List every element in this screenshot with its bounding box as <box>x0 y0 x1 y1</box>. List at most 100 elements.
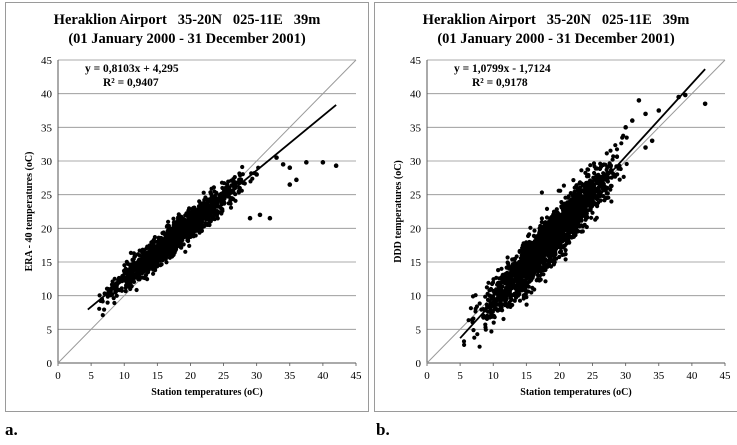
data-point <box>150 239 156 244</box>
data-point <box>559 200 564 205</box>
data-point <box>551 262 556 267</box>
data-point <box>247 215 253 221</box>
data-point <box>601 194 606 199</box>
chart-title-line2: (01 January 2000 - 31 December 2001) <box>68 31 306 47</box>
data-point <box>209 210 214 215</box>
data-point <box>597 166 602 171</box>
regression-equation: y = 1,0799x - 1,7124 <box>454 63 551 75</box>
r-squared-label: R² = 0,9178 <box>472 77 528 89</box>
data-point <box>550 258 556 263</box>
data-point <box>629 118 635 123</box>
data-point <box>596 200 601 205</box>
data-point <box>133 275 138 280</box>
data-point <box>563 195 568 200</box>
data-point <box>534 258 539 263</box>
data-point <box>183 249 188 254</box>
data-point <box>470 294 476 299</box>
data-point <box>531 264 537 269</box>
data-point <box>560 232 566 238</box>
data-point <box>111 296 116 301</box>
data-point <box>517 291 522 297</box>
data-point <box>143 267 148 272</box>
data-point <box>539 272 544 277</box>
data-point <box>570 199 575 204</box>
data-point <box>499 274 505 279</box>
data-point <box>204 214 209 219</box>
data-point <box>558 249 563 254</box>
data-point <box>614 147 620 152</box>
data-point <box>134 287 139 293</box>
data-point <box>615 172 620 177</box>
data-point <box>524 302 529 307</box>
data-point <box>549 227 554 232</box>
data-point <box>584 224 589 230</box>
data-point <box>579 229 584 234</box>
data-point <box>121 274 126 279</box>
y-tick-label: 45 <box>410 55 422 67</box>
y-axis-label: DDD temperatures (oC) <box>393 160 404 263</box>
data-point <box>212 189 217 194</box>
data-point <box>605 170 610 175</box>
data-point <box>212 193 218 199</box>
data-point <box>488 309 493 314</box>
data-point <box>166 251 171 256</box>
data-point <box>173 221 178 226</box>
data-point <box>152 235 157 240</box>
y-tick-label: 30 <box>41 156 53 168</box>
data-points <box>97 155 339 318</box>
data-point <box>462 342 467 347</box>
data-point <box>586 167 591 172</box>
data-point <box>156 259 161 264</box>
data-point <box>486 280 491 285</box>
y-tick-label: 40 <box>410 89 422 101</box>
data-point <box>171 216 176 221</box>
data-point <box>170 254 175 259</box>
data-point <box>517 298 523 303</box>
data-point <box>559 215 564 220</box>
data-point <box>509 297 514 302</box>
data-point <box>624 135 629 140</box>
data-point <box>564 241 569 246</box>
data-point <box>542 262 547 267</box>
data-point <box>220 207 225 212</box>
data-point <box>514 283 519 288</box>
data-point <box>504 297 509 302</box>
data-point <box>160 231 165 236</box>
data-point <box>196 209 201 214</box>
data-point <box>539 190 544 195</box>
data-point <box>157 255 162 260</box>
data-point <box>541 268 546 273</box>
data-point <box>219 211 224 216</box>
data-point <box>588 163 593 168</box>
data-point <box>497 307 502 312</box>
data-point <box>510 262 515 267</box>
data-point <box>544 206 550 211</box>
data-point <box>557 235 562 240</box>
data-point <box>461 339 467 344</box>
data-point <box>160 236 165 241</box>
data-point <box>521 296 526 301</box>
data-point <box>470 317 475 322</box>
scatter-plot-b: 0 5 10 15 20 25 30 35 40 45 0 5 10 15 20 25 30 35 40 45 y = … <box>393 55 731 398</box>
data-point <box>491 313 497 319</box>
data-point <box>125 261 131 266</box>
data-point <box>165 238 170 243</box>
data-point <box>503 279 508 284</box>
data-point <box>555 221 560 226</box>
data-point <box>551 216 556 221</box>
data-point <box>556 241 561 247</box>
data-point <box>223 189 228 194</box>
data-point <box>163 248 168 253</box>
data-point <box>168 226 173 231</box>
chart-title-line1: Heraklion Airport 35-20N 025-11E 39m <box>53 12 321 28</box>
data-point <box>532 287 537 292</box>
data-point <box>490 281 495 287</box>
data-point <box>181 242 186 247</box>
data-point <box>576 218 581 223</box>
data-point <box>231 180 236 185</box>
x-tick-label: 20 <box>185 370 197 382</box>
data-point <box>577 188 583 193</box>
data-point <box>237 171 242 176</box>
data-point <box>175 241 180 246</box>
data-point <box>537 257 542 263</box>
